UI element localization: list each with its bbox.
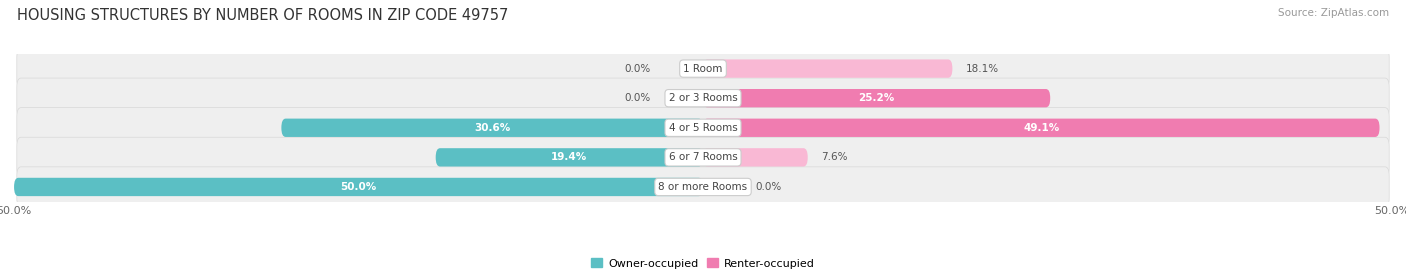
FancyBboxPatch shape [17,48,1389,89]
FancyBboxPatch shape [436,148,703,167]
Text: 7.6%: 7.6% [821,152,848,162]
FancyBboxPatch shape [703,119,1379,137]
Text: 50.0%: 50.0% [340,182,377,192]
FancyBboxPatch shape [14,178,703,196]
FancyBboxPatch shape [17,78,1389,118]
FancyBboxPatch shape [17,137,1389,178]
Text: Source: ZipAtlas.com: Source: ZipAtlas.com [1278,8,1389,18]
Text: HOUSING STRUCTURES BY NUMBER OF ROOMS IN ZIP CODE 49757: HOUSING STRUCTURES BY NUMBER OF ROOMS IN… [17,8,508,23]
Text: 18.1%: 18.1% [966,63,1000,74]
Text: 6 or 7 Rooms: 6 or 7 Rooms [669,152,737,162]
Text: 25.2%: 25.2% [859,93,894,103]
Text: 0.0%: 0.0% [755,182,782,192]
FancyBboxPatch shape [703,148,807,167]
Legend: Owner-occupied, Renter-occupied: Owner-occupied, Renter-occupied [586,254,820,269]
FancyBboxPatch shape [17,108,1389,148]
Text: 4 or 5 Rooms: 4 or 5 Rooms [669,123,737,133]
FancyBboxPatch shape [281,119,703,137]
Text: 8 or more Rooms: 8 or more Rooms [658,182,748,192]
Text: 19.4%: 19.4% [551,152,588,162]
Text: 1 Room: 1 Room [683,63,723,74]
FancyBboxPatch shape [703,59,952,78]
Text: 2 or 3 Rooms: 2 or 3 Rooms [669,93,737,103]
Text: 0.0%: 0.0% [624,63,651,74]
FancyBboxPatch shape [17,167,1389,207]
Text: 30.6%: 30.6% [474,123,510,133]
Text: 49.1%: 49.1% [1024,123,1059,133]
FancyBboxPatch shape [703,89,1050,107]
Text: 0.0%: 0.0% [624,93,651,103]
